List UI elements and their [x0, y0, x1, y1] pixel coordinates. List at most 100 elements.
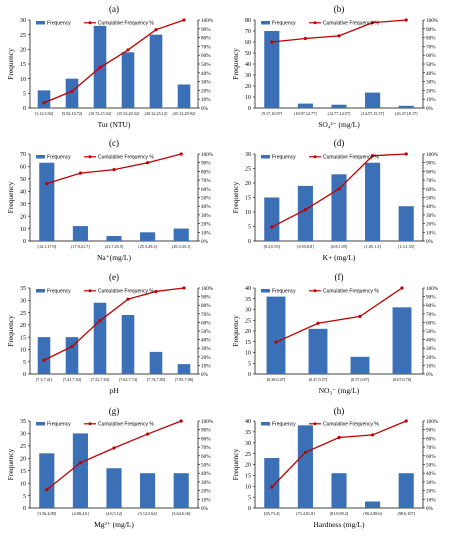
y2-tick-label: 90% [426, 27, 436, 33]
y2-tick-label: 80% [201, 436, 211, 442]
y2-tick-label: 80% [426, 303, 436, 309]
y2-tick-label: 100% [201, 152, 214, 158]
y-tick-label: 25 [20, 444, 26, 450]
y-tick-label: 10 [20, 77, 26, 83]
y-tick-label: 10 [245, 484, 251, 490]
x-tick-label: (29.3,33.1] [172, 244, 191, 250]
y2-tick-label: 40% [201, 471, 211, 477]
bar [106, 468, 122, 508]
y2-tick-label: 50% [426, 62, 436, 68]
y2-tick-label: 90% [201, 161, 211, 167]
x-tick-label: (10.72,15.52] [89, 111, 112, 117]
y-tick-label: 35 [20, 286, 26, 292]
y2-tick-label: 80% [201, 36, 211, 42]
bar [398, 105, 414, 108]
legend-bar-label: Frequency [47, 422, 71, 428]
bar [121, 52, 135, 108]
y2-tick-label: 80% [201, 169, 211, 175]
y-tick-label: 30 [245, 73, 251, 79]
x-tick-label: (20.32,25.12] [145, 111, 168, 117]
bar [264, 31, 280, 108]
bar [398, 206, 414, 241]
cumulative-point [371, 433, 375, 437]
panel-title: (b) [334, 4, 345, 14]
legend-line-marker [88, 21, 92, 25]
y-tick-label: 35 [245, 430, 251, 436]
legend-bar-label: Frequency [272, 155, 296, 161]
y2-tick-label: 40% [426, 71, 436, 77]
y2-tick-label: 60% [201, 454, 211, 460]
x-tick-label: (25.12,29.92] [173, 111, 196, 117]
y2-tick-label: 100% [426, 18, 439, 24]
y-tick-label: 15 [245, 196, 251, 202]
bar [392, 307, 412, 374]
y-tick-label: 80 [245, 18, 251, 24]
legend-line-label: Cumulative Frequency % [323, 155, 379, 161]
x-axis-label: Mg²⁺ (mg/L) [94, 520, 134, 529]
cumulative-point [371, 21, 375, 25]
x-tick-label: [3.56,4.08] [38, 511, 57, 517]
bar [398, 473, 414, 508]
y2-tick-label: 70% [201, 178, 211, 184]
y-tick-label: 0 [23, 506, 26, 512]
cumulative-point [400, 286, 404, 290]
legend-line-marker [313, 21, 317, 25]
bar [365, 501, 381, 508]
cumulative-point [42, 101, 46, 105]
y-tick-label: 20 [245, 84, 251, 90]
cumulative-line [43, 19, 185, 104]
x-axis-label: Na⁺(mg/L) [97, 253, 131, 262]
bar [39, 162, 55, 241]
x-tick-label: (0.57,0.67] [351, 377, 370, 383]
legend-bar-swatch [36, 422, 45, 426]
y2-tick-label: 20% [201, 489, 211, 495]
y2-tick-label: 100% [426, 152, 439, 158]
chart-panel-4: (d) 0 5 10 15 20 25 30 0% 10% 20% 30% 40% 50% 60% 70% 80… [231, 138, 439, 262]
legend-bar-swatch [261, 21, 270, 25]
y2-tick-label: 50% [201, 463, 211, 469]
bar [331, 104, 347, 108]
y2-tick-label: 80% [426, 36, 436, 42]
y2-tick-label: 30% [201, 213, 211, 219]
y-tick-label: 25 [20, 33, 26, 39]
cumulative-point [126, 48, 130, 52]
chart-panel-8: (h) 0 5 10 15 20 25 30 35 40 0% 10% 20% 30% 40% 50% 60% 7… [231, 406, 439, 529]
y-tick-label: 40 [245, 419, 251, 425]
x-tick-label: [7.3,7.41] [36, 377, 53, 383]
bar [173, 228, 189, 241]
y-tick-label: 5 [248, 361, 251, 367]
y2-tick-label: 10% [426, 230, 436, 236]
legend-line-marker [88, 289, 92, 293]
y-tick-label: 0 [248, 106, 251, 112]
y-tick-label: 30 [245, 152, 251, 158]
cumulative-point [98, 319, 102, 323]
y-tick-label: 10 [20, 481, 26, 487]
cumulative-point [112, 446, 116, 450]
bar [65, 78, 79, 108]
y-tick-label: 15 [20, 335, 26, 341]
x-axis-label: K+ (mg/L) [323, 253, 356, 262]
y2-tick-label: 100% [426, 286, 439, 292]
cumulative-point [404, 152, 408, 156]
y2-tick-label: 0% [426, 106, 434, 112]
y2-tick-label: 30% [426, 80, 436, 86]
y2-tick-label: 60% [201, 53, 211, 59]
bar [365, 162, 381, 241]
y2-tick-label: 0% [201, 506, 209, 512]
panel-title: (a) [109, 4, 119, 14]
y-tick-label: 5 [248, 225, 251, 231]
cumulative-point [404, 419, 408, 423]
y-tick-label: 0 [248, 372, 251, 378]
y-axis-label: Frequency [231, 181, 240, 213]
y2-tick-label: 70% [426, 178, 436, 184]
x-tick-label: [65,73.4] [264, 511, 280, 517]
x-tick-label: (81.8,90.2] [330, 511, 349, 517]
y2-tick-label: 40% [201, 204, 211, 210]
y-tick-label: 70 [245, 29, 251, 35]
bar [264, 457, 280, 508]
x-tick-label: (0.67,0.76] [393, 377, 412, 383]
cumulative-point [154, 28, 158, 32]
cumulative-point [70, 89, 74, 93]
y-tick-label: 20 [20, 323, 26, 329]
y2-tick-label: 40% [201, 338, 211, 344]
